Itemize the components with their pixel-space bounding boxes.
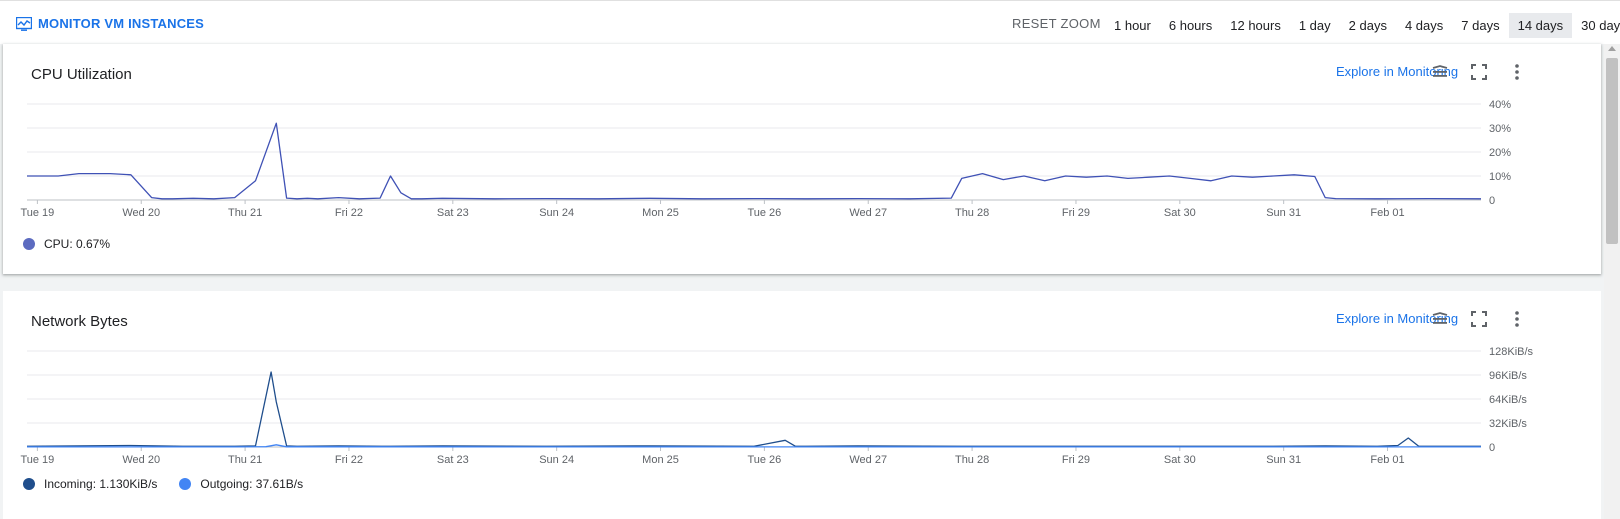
network-y-tick-label: 0: [1489, 442, 1495, 454]
more-vert-icon: [1507, 309, 1527, 329]
network-x-tick-label: Sun 31: [1266, 454, 1301, 466]
monitor-vm-instances-link[interactable]: MONITOR VM INSTANCES: [16, 16, 204, 31]
network-more-options-button[interactable]: [1505, 307, 1529, 331]
range-4-days[interactable]: 4 days: [1396, 13, 1452, 38]
network-legend-label: Incoming: 1.130KiB/s: [44, 477, 157, 491]
network-y-tick-label: 32KiB/s: [1489, 418, 1527, 430]
network-x-tick-label: Sun 24: [539, 454, 574, 466]
page-scrollbar[interactable]: [1604, 44, 1620, 519]
range-7-days[interactable]: 7 days: [1452, 13, 1508, 38]
cpu-x-tick-label: Fri 22: [335, 207, 363, 219]
network-y-tick-label: 96KiB/s: [1489, 370, 1527, 382]
reset-zoom-button[interactable]: RESET ZOOM: [1012, 16, 1101, 31]
fullscreen-icon: [1469, 309, 1489, 329]
scrollbar-thumb[interactable]: [1606, 58, 1618, 244]
network-x-tick-label: Wed 20: [122, 454, 160, 466]
range-1-day[interactable]: 1 day: [1290, 13, 1340, 38]
network-x-tick-label: Thu 28: [955, 454, 989, 466]
network-series-incoming-line: [27, 372, 1481, 446]
cpu-more-options-button[interactable]: [1505, 60, 1529, 84]
cpu-legend-toggle-button[interactable]: [1428, 60, 1452, 84]
fullscreen-icon: [1469, 62, 1489, 82]
cpu-y-tick-label: 20%: [1489, 147, 1511, 159]
legend-lines-icon: [1430, 62, 1450, 82]
network-x-tick-label: Feb 01: [1370, 454, 1404, 466]
network-x-tick-label: Mon 25: [642, 454, 679, 466]
time-range-selector: 1 hour 6 hours 12 hours 1 day 2 days 4 days 7 …: [1105, 13, 1620, 38]
network-x-tick-label: Wed 27: [849, 454, 887, 466]
network-legend-toggle-button[interactable]: [1428, 307, 1452, 331]
network-y-tick-label: 128KiB/s: [1489, 346, 1534, 358]
network-legend-swatch: [23, 478, 35, 490]
cpu-y-tick-label: 40%: [1489, 99, 1511, 111]
network-y-tick-label: 64KiB/s: [1489, 394, 1527, 406]
network-chart-legend: Incoming: 1.130KiB/s Outgoing: 37.61B/s: [23, 477, 325, 491]
network-x-tick-label: Sat 30: [1164, 454, 1196, 466]
network-x-tick-label: Sat 23: [437, 454, 469, 466]
network-x-tick-label: Thu 21: [228, 454, 262, 466]
cpu-x-tick-label: Thu 21: [228, 207, 262, 219]
monitor-vm-instances-label: MONITOR VM INSTANCES: [38, 16, 204, 31]
legend-lines-icon: [1430, 309, 1450, 329]
top-toolbar: MONITOR VM INSTANCES RESET ZOOM 1 hour 6 …: [0, 0, 1620, 44]
network-fullscreen-button[interactable]: [1467, 307, 1491, 331]
more-vert-icon: [1507, 62, 1527, 82]
cpu-x-tick-label: Sun 31: [1266, 207, 1301, 219]
range-30-days[interactable]: 30 days: [1572, 13, 1620, 38]
cpu-legend-swatch: [23, 238, 35, 250]
network-x-tick-label: Tue 19: [20, 454, 54, 466]
cpu-x-tick-label: Wed 27: [849, 207, 887, 219]
cpu-fullscreen-button[interactable]: [1467, 60, 1491, 84]
network-chart-title: Network Bytes: [31, 313, 128, 330]
cpu-x-tick-label: Tue 19: [20, 207, 54, 219]
range-14-days[interactable]: 14 days: [1509, 13, 1573, 38]
cpu-x-tick-label: Thu 28: [955, 207, 989, 219]
network-legend-item[interactable]: Incoming: 1.130KiB/s: [23, 477, 157, 491]
cpu-series-cpu-line: [27, 123, 1481, 199]
cpu-y-tick-label: 30%: [1489, 123, 1511, 135]
range-2-days[interactable]: 2 days: [1340, 13, 1396, 38]
cpu-x-tick-label: Mon 25: [642, 207, 679, 219]
network-bytes-chart[interactable]: 128KiB/s 96KiB/s 64KiB/s 32KiB/s 0 Tue 19 Wed …: [3, 341, 1601, 466]
network-x-tick-label: Fri 22: [335, 454, 363, 466]
monitoring-chart-icon: [16, 17, 32, 31]
range-12-hours[interactable]: 12 hours: [1221, 13, 1290, 38]
network-legend-item[interactable]: Outgoing: 37.61B/s: [179, 477, 303, 491]
network-legend-label: Outgoing: 37.61B/s: [200, 477, 303, 491]
cpu-x-tick-label: Wed 20: [122, 207, 160, 219]
range-1-hour[interactable]: 1 hour: [1105, 13, 1160, 38]
cpu-x-tick-label: Fri 29: [1062, 207, 1090, 219]
cpu-x-tick-label: Sat 30: [1164, 207, 1196, 219]
cpu-utilization-card: CPU Utilization Explore in Monitoring 40…: [3, 44, 1601, 274]
cpu-x-tick-label: Sat 23: [437, 207, 469, 219]
cpu-legend-label: CPU: 0.67%: [44, 237, 110, 251]
network-x-tick-label: Tue 26: [747, 454, 781, 466]
cpu-legend-item[interactable]: CPU: 0.67%: [23, 237, 110, 251]
cpu-utilization-chart[interactable]: 40% 30% 20% 10% 0 Tue 19 Wed 20 Thu 21 Fri 22 Sat…: [3, 94, 1601, 219]
range-6-hours[interactable]: 6 hours: [1160, 13, 1221, 38]
cpu-x-tick-label: Feb 01: [1370, 207, 1404, 219]
cpu-x-tick-label: Tue 26: [747, 207, 781, 219]
cpu-y-tick-label: 10%: [1489, 171, 1511, 183]
cpu-chart-legend: CPU: 0.67%: [23, 237, 132, 251]
scroll-up-arrow-icon[interactable]: [1608, 46, 1616, 51]
network-legend-swatch: [179, 478, 191, 490]
cpu-y-tick-label: 0: [1489, 195, 1495, 207]
cpu-x-tick-label: Sun 24: [539, 207, 574, 219]
cpu-chart-title: CPU Utilization: [31, 66, 132, 83]
network-bytes-card: Network Bytes Explore in Monitoring 128K…: [3, 291, 1601, 519]
network-x-tick-label: Fri 29: [1062, 454, 1090, 466]
